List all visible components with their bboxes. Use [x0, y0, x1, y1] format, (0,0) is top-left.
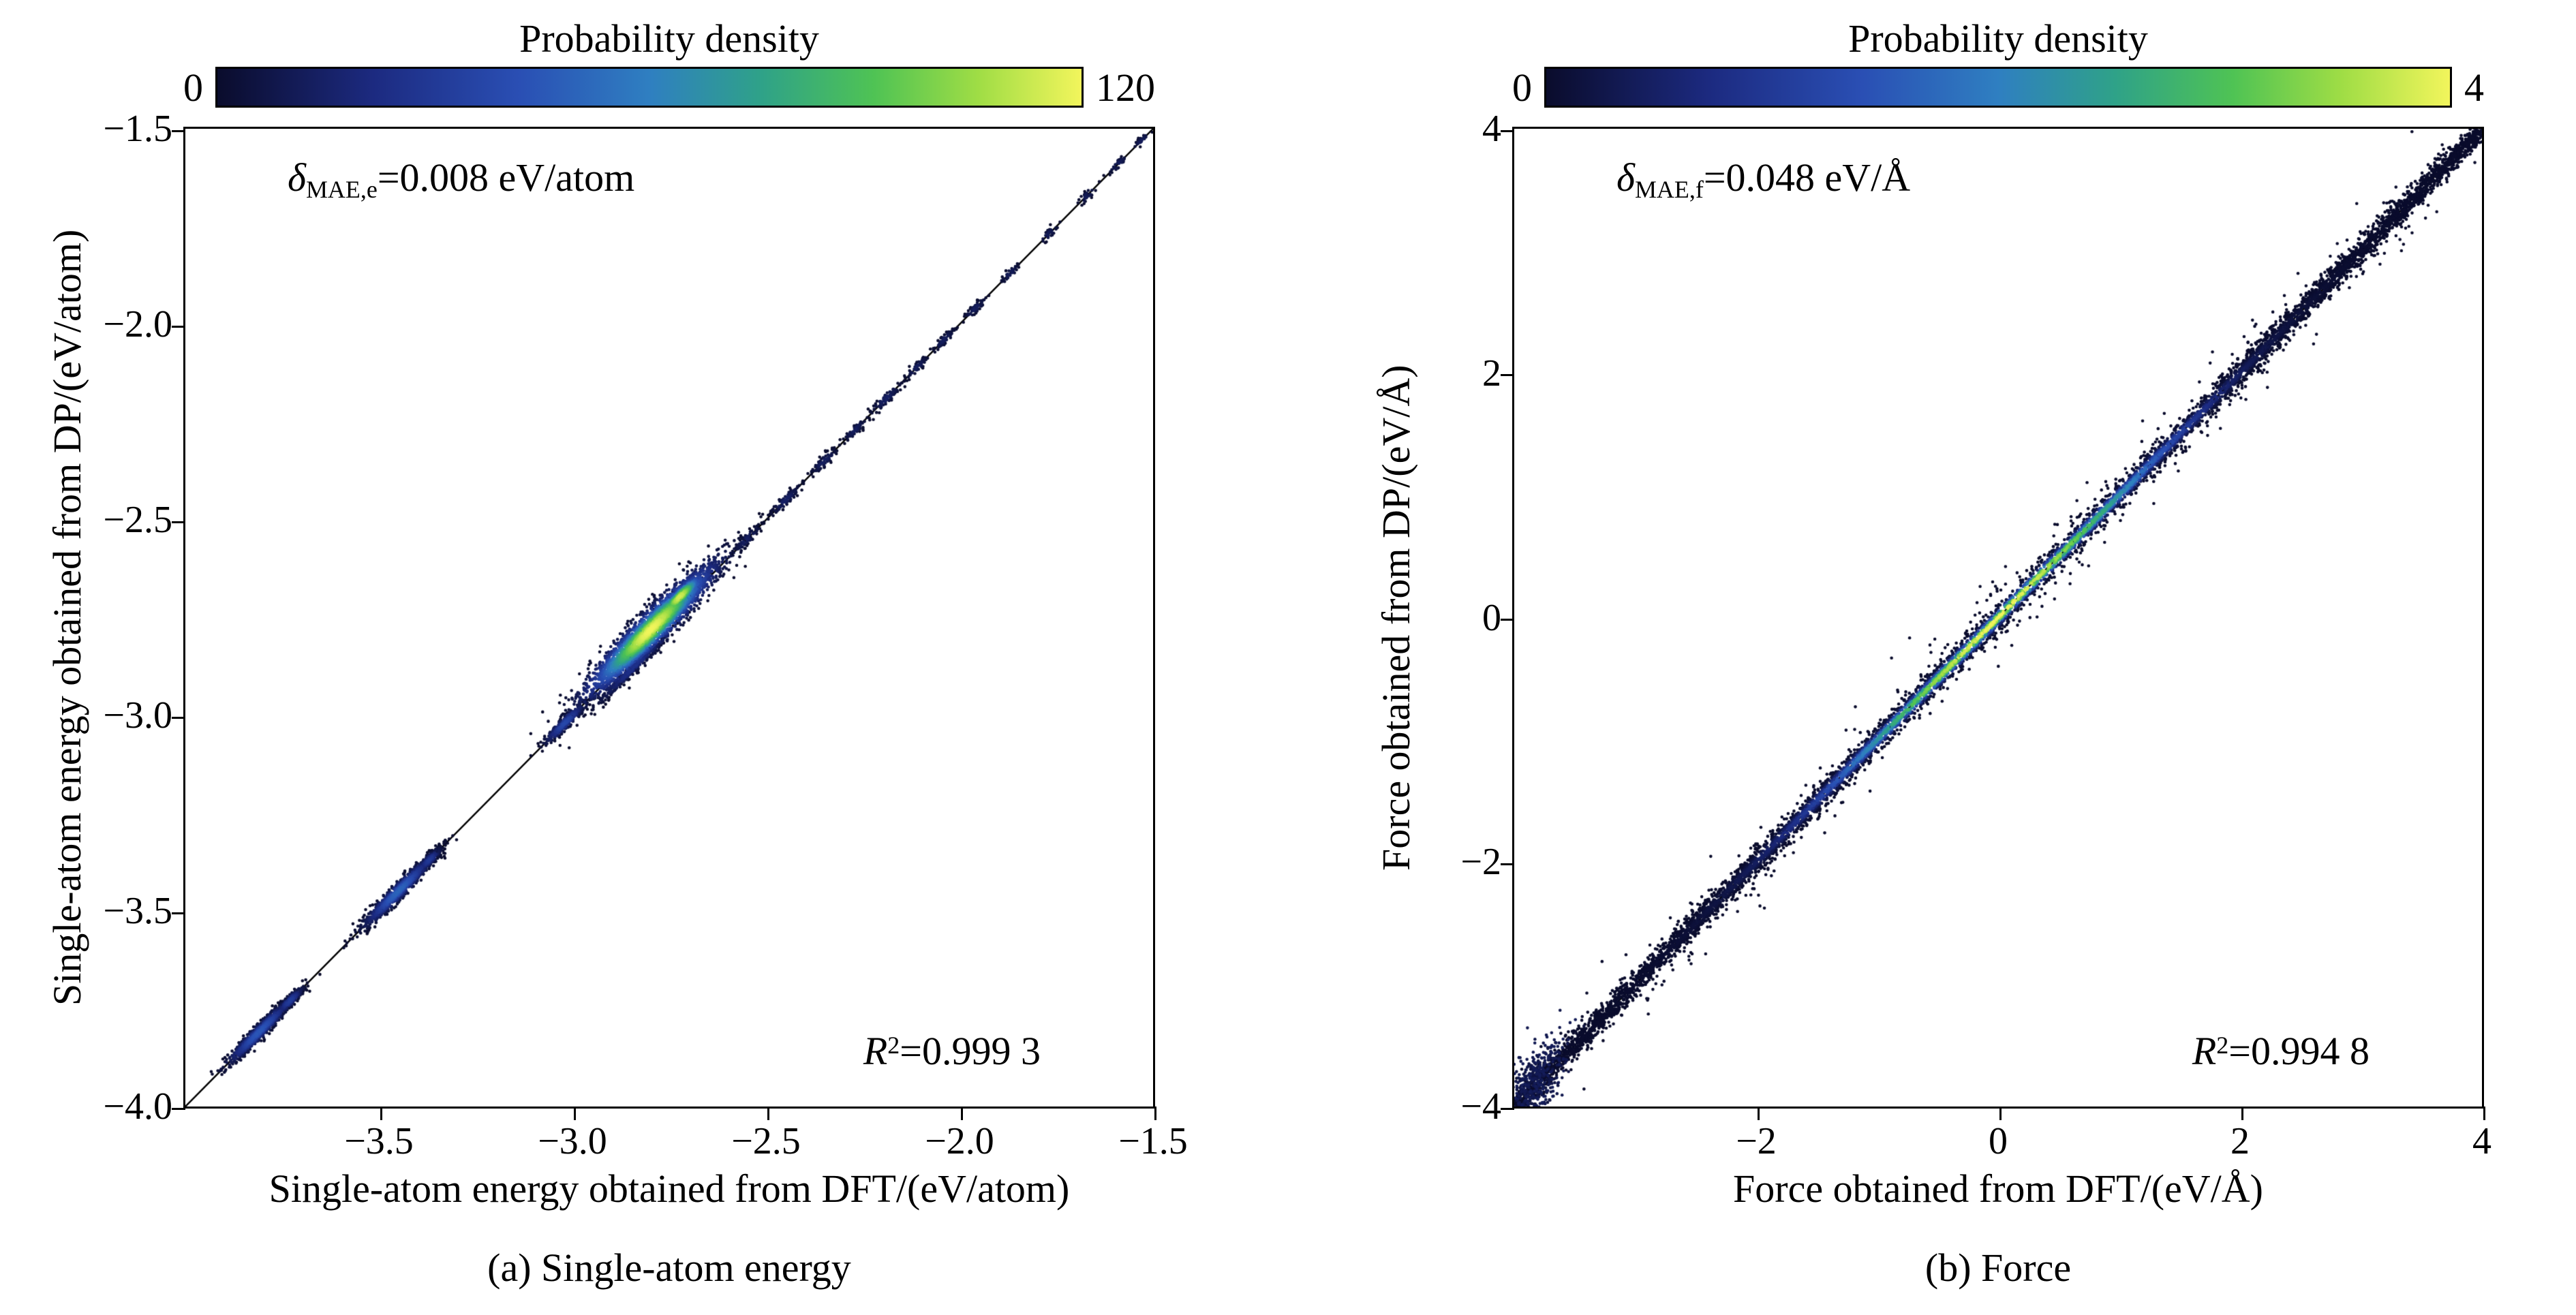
x-tick-label: 2 [2230, 1120, 2250, 1162]
y-tick-label: −2.5 [103, 499, 172, 541]
x-tick-mark [1757, 1107, 1760, 1120]
panel-caption: (b) Force [1925, 1246, 2072, 1290]
x-tick-mark [1154, 1107, 1156, 1120]
y-tick-label: −3.5 [103, 890, 172, 932]
x-axis-label: Force obtained from DFT/(eV/Å) [1733, 1166, 2263, 1211]
y-tick-label: −3.0 [103, 694, 172, 737]
x-tick-label: 4 [2472, 1120, 2491, 1162]
r-squared-annotation: R2=0.999 3 [863, 1028, 1041, 1074]
panel-single-atom-energy: Probability density 0 120 Single-atom en… [44, 12, 1188, 1294]
y-tick-label: 4 [1482, 108, 1501, 150]
x-tick-label: −3.0 [538, 1120, 607, 1162]
y-tick-mark [1501, 863, 1514, 865]
mae-annotation: δMAE,e=0.008 eV/atom [288, 155, 634, 204]
r-superscript: 2 [887, 1031, 900, 1059]
panel-force: Probability density 0 4 Force obtained f… [1373, 12, 2491, 1294]
mae-value: =0.048 eV/Å [1703, 155, 1911, 200]
y-tick-label: −4 [1460, 1085, 1501, 1128]
y-tick-mark [1501, 374, 1514, 377]
colorbar-title: Probability density [519, 16, 819, 61]
y-tick-label: −4.0 [103, 1085, 172, 1128]
x-tick-label: −2.5 [731, 1120, 801, 1162]
panel-caption: (a) Single-atom energy [487, 1246, 851, 1290]
colorbar: 0 4 [1512, 65, 2484, 110]
colorbar-title: Probability density [1848, 16, 2148, 61]
colorbar-max-label: 4 [2464, 65, 2484, 110]
scatter-canvas [1514, 129, 2482, 1107]
y-tick-mark [172, 1107, 185, 1110]
scatter-canvas [185, 129, 1153, 1107]
r-symbol: R [2192, 1029, 2217, 1073]
x-tick-labels: −3.5 −3.0 −2.5 −2.0 −1.5 [183, 1109, 1188, 1166]
y-axis-label: Force obtained from DP/(eV/Å) [1374, 365, 1418, 871]
y-tick-mark [1501, 619, 1514, 621]
colorbar-min-label: 0 [1512, 65, 1532, 110]
mae-value: =0.008 eV/atom [377, 155, 635, 200]
y-tick-label: −1.5 [103, 108, 172, 150]
y-tick-labels: 4 2 0 −2 −4 [1422, 108, 1512, 1128]
colorbar-gradient [1544, 67, 2452, 108]
y-tick-mark [172, 521, 185, 523]
x-tick-label: −2.0 [925, 1120, 994, 1162]
y-tick-mark [1501, 1107, 1514, 1110]
x-tick-label: −2 [1736, 1120, 1777, 1162]
plot-area: δMAE,e=0.008 eV/atom R2=0.999 3 [172, 127, 1156, 1120]
x-tick-mark [767, 1107, 769, 1120]
colorbar: 0 120 [183, 65, 1155, 110]
x-tick-mark [960, 1107, 963, 1120]
r-symbol: R [863, 1029, 888, 1073]
y-tick-mark [172, 716, 185, 719]
r-squared-value: =0.994 8 [2228, 1029, 2370, 1073]
y-axis-label: Single-atom energy obtained from DP/(eV/… [45, 229, 89, 1006]
r-superscript: 2 [2216, 1031, 2229, 1059]
delta-symbol: δ [288, 155, 306, 200]
x-tick-label: −3.5 [344, 1120, 414, 1162]
r-squared-value: =0.999 3 [900, 1029, 1041, 1073]
y-tick-labels: −1.5 −2.0 −2.5 −3.0 −3.5 −4.0 [93, 108, 183, 1128]
mae-annotation: δMAE,f=0.048 eV/Å [1616, 155, 1910, 204]
x-tick-mark [1999, 1107, 2002, 1120]
colorbar-gradient [215, 67, 1084, 108]
x-tick-mark [573, 1107, 576, 1120]
x-tick-mark [2241, 1107, 2243, 1120]
y-tick-label: 2 [1482, 352, 1501, 394]
x-tick-label: −1.5 [1118, 1120, 1188, 1162]
y-tick-mark [172, 912, 185, 914]
plot-area: δMAE,f=0.048 eV/Å R2=0.994 8 [1501, 127, 2485, 1120]
y-tick-mark [172, 325, 185, 328]
colorbar-max-label: 120 [1096, 65, 1155, 110]
y-tick-mark [1501, 129, 1514, 132]
y-tick-mark [172, 129, 185, 132]
y-tick-label: 0 [1482, 596, 1501, 639]
x-axis-label: Single-atom energy obtained from DFT/(eV… [269, 1166, 1070, 1211]
delta-subscript: MAE,e [305, 176, 378, 204]
r-squared-annotation: R2=0.994 8 [2192, 1028, 2370, 1074]
delta-symbol: δ [1616, 155, 1635, 200]
colorbar-min-label: 0 [183, 65, 203, 110]
x-tick-mark [2483, 1107, 2485, 1120]
x-tick-mark [380, 1107, 382, 1120]
delta-subscript: MAE,f [1634, 176, 1704, 204]
y-tick-label: −2 [1460, 841, 1501, 884]
x-tick-label: 0 [1989, 1120, 2008, 1162]
y-tick-label: −2.0 [103, 303, 172, 345]
x-tick-labels: −2 0 2 4 [1512, 1109, 2491, 1166]
